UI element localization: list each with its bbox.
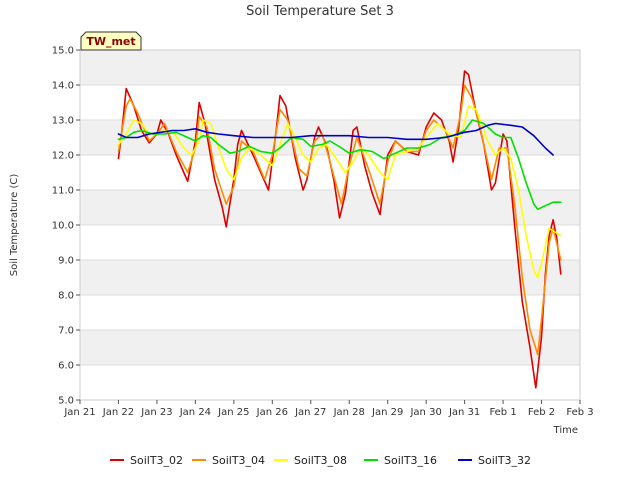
- legend-item: SoilT3_04: [192, 454, 265, 467]
- x-tick-label: Jan 21: [63, 407, 95, 418]
- x-tick-label: Jan 22: [102, 407, 134, 418]
- y-tick-label: 10.0: [52, 221, 74, 232]
- x-tick-label: Jan 31: [448, 407, 480, 418]
- y-tick-label: 12.0: [52, 151, 74, 162]
- series-line-soilt3-04: [117, 84, 562, 356]
- legend-item: SoilT3_02: [110, 454, 183, 467]
- legend-label: SoilT3_02: [130, 454, 183, 467]
- legend-item: SoilT3_08: [274, 454, 347, 467]
- x-tick-label: Jan 27: [294, 407, 326, 418]
- x-tick-label: Jan 23: [140, 407, 172, 418]
- background-band: [80, 50, 580, 85]
- x-tick-label: Jan 26: [256, 407, 288, 418]
- x-tick-label: Feb 1: [489, 407, 516, 418]
- x-tick-label: Jan 30: [409, 407, 441, 418]
- x-tick-label: Jan 25: [217, 407, 249, 418]
- series-line-soilt3-32: [117, 122, 554, 156]
- background-band: [80, 260, 580, 295]
- y-tick-label: 5.0: [58, 396, 74, 407]
- y-tick-label: 11.0: [52, 186, 74, 197]
- y-tick-label: 8.0: [58, 291, 74, 302]
- background-band: [80, 365, 580, 400]
- background-band: [80, 330, 580, 365]
- y-tick-label: 9.0: [58, 256, 74, 267]
- series-lines: [117, 70, 562, 389]
- x-axis-label: Time: [553, 425, 578, 436]
- y-tick-label: 7.0: [58, 326, 74, 337]
- chart-title: Soil Temperature Set 3: [246, 4, 394, 19]
- station-badge: TW_met: [80, 31, 142, 51]
- legend-label: SoilT3_32: [478, 454, 531, 467]
- y-tick-label: 15.0: [52, 46, 74, 57]
- badge-label: TW_met: [86, 35, 135, 48]
- legend-item: SoilT3_16: [364, 454, 437, 467]
- legend-item: SoilT3_32: [458, 454, 531, 467]
- legend-label: SoilT3_04: [212, 454, 265, 467]
- legend: SoilT3_02 SoilT3_04 SoilT3_08 SoilT3_16 Soil…: [110, 454, 531, 467]
- series-line-soilt3-16: [117, 119, 562, 211]
- x-tick-label: Feb 3: [566, 407, 593, 418]
- y-tick-label: 14.0: [52, 81, 74, 92]
- badge-box: [80, 31, 142, 51]
- y-tick-label: 6.0: [58, 361, 74, 372]
- x-tick-label: Jan 24: [179, 407, 211, 418]
- background-band: [80, 295, 580, 330]
- x-tick-label: Feb 2: [528, 407, 555, 418]
- x-tick-label: Jan 28: [333, 407, 365, 418]
- legend-label: SoilT3_08: [294, 454, 347, 467]
- y-tick-label: 13.0: [52, 116, 74, 127]
- x-axis-ticks: Jan 21 Jan 22 Jan 23 Jan 24 Jan 25 Jan 26 Jan …: [63, 400, 594, 418]
- series-line-soilt3-08: [117, 105, 562, 279]
- background-band: [80, 225, 580, 260]
- y-axis-label: Soil Temperature (C): [9, 174, 20, 277]
- background-band: [80, 85, 580, 120]
- background-band: [80, 190, 580, 225]
- legend-label: SoilT3_16: [384, 454, 437, 467]
- x-tick-label: Jan 29: [371, 407, 403, 418]
- y-axis-ticks: 5.0 6.0 7.0 8.0 9.0 10.0 11.0 12.0 13.0 14.0 15.0: [52, 46, 80, 407]
